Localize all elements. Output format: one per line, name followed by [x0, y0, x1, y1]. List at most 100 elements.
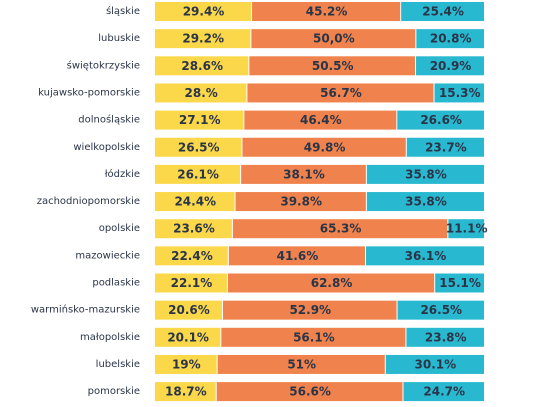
category-label: lubelskie: [96, 359, 140, 370]
bar-segment: [232, 219, 448, 239]
value-label: 56.6%: [289, 385, 331, 399]
bar-segment: [227, 273, 435, 293]
bar-segment: [397, 110, 484, 130]
bar-row: łódzkie 26.1% 38.1% 35.8%: [105, 164, 484, 184]
value-label: 19%: [172, 357, 201, 371]
category-label: łódzkie: [105, 168, 140, 180]
bar-segment: [244, 110, 397, 130]
bar-segment: [155, 382, 216, 402]
bar-row: kujawsko-pomorskie 28.% 56.7% 15.3%: [38, 83, 484, 103]
bar-row: podlaskie 22.1% 62.8% 15.1%: [92, 273, 484, 293]
bar-segment: [251, 29, 416, 49]
value-label: 26.5%: [178, 140, 220, 154]
value-label: 35.8%: [405, 167, 447, 181]
bar-row: wielkopolskie 26.5% 49.8% 23.7%: [73, 137, 484, 157]
bar-segment: [448, 219, 484, 239]
bar-segment: [365, 246, 484, 266]
value-label: 27.1%: [179, 113, 221, 127]
bar-segment: [403, 382, 484, 402]
category-label: pomorskie: [88, 386, 140, 397]
value-label: 62.8%: [311, 276, 353, 290]
bar-segment: [401, 2, 484, 21]
bar-segment: [155, 29, 251, 49]
value-label: 52.9%: [289, 303, 331, 317]
category-label: kujawsko-pomorskie: [38, 87, 140, 98]
bar-row: małopolskie 20.1% 56.1% 23.8%: [80, 327, 484, 347]
bar-row: mazowieckie 22.4% 41.6% 36.1%: [75, 246, 484, 266]
bar-segment: [249, 56, 416, 76]
value-label: 39.8%: [280, 195, 322, 209]
value-label: 36.1%: [405, 249, 447, 263]
value-label: 11.1%: [446, 222, 488, 236]
bar-segment: [155, 83, 247, 103]
bar-row: opolskie 23.6% 65.3% 11.1%: [99, 219, 488, 239]
bar-segment: [155, 110, 244, 130]
value-label: 15.3%: [439, 86, 481, 100]
value-label: 56.7%: [320, 86, 362, 100]
bar-segment: [406, 327, 484, 347]
value-label: 28.6%: [181, 59, 223, 73]
bar-segment: [434, 83, 484, 103]
value-label: 35.8%: [405, 195, 447, 209]
bar-segment: [242, 137, 406, 157]
value-label: 51%: [287, 357, 316, 371]
value-label: 50,0%: [313, 32, 355, 46]
value-label: 24.7%: [423, 385, 465, 399]
bar-row: lubelskie 19% 51% 30.1%: [96, 354, 484, 374]
bar-segment: [155, 137, 242, 157]
bar-segment: [435, 273, 484, 293]
bar-segment: [155, 219, 232, 239]
value-label: 46.4%: [300, 113, 342, 127]
category-label: wielkopolskie: [73, 142, 140, 153]
value-label: 65.3%: [320, 222, 362, 236]
bar-row: zachodniopomorskie 24.4% 39.8% 35.8%: [37, 192, 484, 212]
bar-segment: [216, 382, 403, 402]
bar-segment: [155, 2, 252, 21]
value-label: 20.6%: [168, 303, 210, 317]
category-label: śląskie: [106, 5, 140, 17]
bar-segment: [397, 300, 484, 320]
category-label: lubuskie: [98, 33, 140, 44]
value-label: 26.5%: [420, 303, 462, 317]
value-label: 30.1%: [415, 357, 457, 371]
value-label: 28.%: [185, 86, 218, 100]
value-label: 49.8%: [304, 140, 346, 154]
bar-segment: [247, 83, 434, 103]
bar-segment: [221, 327, 406, 347]
bar-segment: [366, 192, 484, 212]
category-label: dolnośląskie: [78, 114, 140, 126]
value-label: 26.1%: [177, 167, 219, 181]
category-label: małopolskie: [80, 332, 140, 343]
value-label: 45.2%: [306, 5, 348, 19]
value-label: 23.6%: [173, 222, 215, 236]
bar-segment: [385, 354, 484, 374]
bar-segment: [155, 300, 222, 320]
value-label: 22.4%: [171, 249, 213, 263]
bar-row: lubuskie 29.2% 50,0% 20.8%: [98, 29, 484, 49]
value-label: 20.1%: [167, 330, 209, 344]
bar-row: świętokrzyskie 28.6% 50.5% 20.9%: [67, 56, 484, 76]
bar-segment: [155, 246, 228, 266]
bar-segment: [155, 164, 241, 184]
category-label: zachodniopomorskie: [37, 196, 140, 207]
bar-segment: [235, 192, 366, 212]
bar-segment: [406, 137, 484, 157]
bar-segment: [416, 29, 484, 49]
value-label: 50.5%: [312, 59, 354, 73]
bar-segment: [155, 192, 235, 212]
value-label: 20.9%: [430, 59, 472, 73]
category-label: świętokrzyskie: [67, 59, 140, 71]
category-label: mazowieckie: [75, 250, 140, 261]
value-label: 22.1%: [171, 276, 213, 290]
value-label: 20.8%: [430, 32, 472, 46]
bar-row: śląskie 29.4% 45.2% 25.4%: [106, 2, 484, 21]
value-label: 25.4%: [422, 5, 464, 19]
bar-row: pomorskie 18.7% 56.6% 24.7%: [88, 382, 484, 402]
value-label: 24.4%: [174, 195, 216, 209]
bar-segment: [252, 2, 401, 21]
bar-segment: [228, 246, 365, 266]
value-label: 23.7%: [425, 140, 467, 154]
value-label: 38.1%: [283, 167, 325, 181]
value-label: 56.1%: [293, 330, 335, 344]
